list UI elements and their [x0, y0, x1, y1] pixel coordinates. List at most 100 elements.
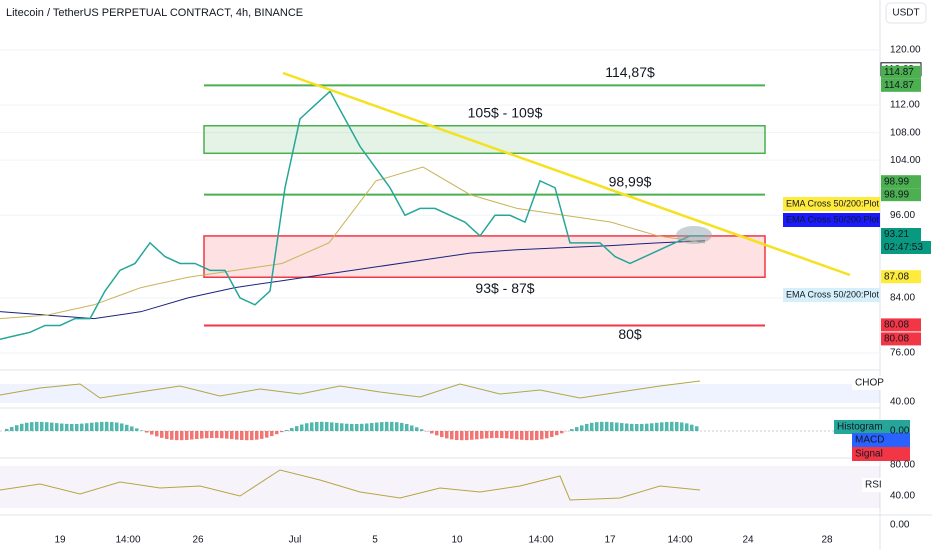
macd-bar [170, 431, 174, 440]
macd-bar [415, 427, 419, 431]
macd-bar [450, 431, 454, 440]
macd-bar [545, 431, 549, 439]
macd-bar [55, 423, 59, 431]
ema-tag [783, 213, 880, 227]
macd-bar [180, 431, 184, 441]
price-tag-label: 80.08 [884, 334, 909, 345]
macd-bar [405, 424, 409, 431]
x-tick-label: 17 [604, 535, 616, 546]
macd-bar [100, 421, 104, 431]
macd-bar [305, 423, 309, 431]
macd-bar [665, 421, 669, 431]
macd-bar [310, 422, 314, 431]
ema-tag-label: EMA Cross 50/200:Plot [786, 289, 880, 299]
currency-button[interactable] [885, 2, 927, 24]
x-tick-label: 14:00 [528, 535, 553, 546]
macd-bar [70, 423, 74, 431]
macd-bar [75, 423, 79, 431]
macd-bar [440, 431, 444, 438]
chop-band [0, 384, 880, 403]
macd-bar [150, 431, 154, 435]
price-tag-label: 98.99 [884, 176, 909, 187]
macd-bar [570, 429, 574, 431]
highlight [676, 226, 712, 244]
y-tick-label: 108.00 [890, 127, 921, 138]
macd-bar [515, 431, 519, 440]
ind-level: 0.00 [890, 520, 910, 531]
macd-bar [10, 426, 14, 431]
ema-tag [783, 288, 880, 302]
macd-bar [420, 429, 424, 431]
price-tag-label: 80.08 [884, 320, 909, 331]
macd-bar [550, 431, 554, 437]
macd-bar [330, 422, 334, 431]
macd-bar [470, 431, 474, 440]
macd-bar [625, 423, 629, 431]
level-label: 98,99$ [609, 173, 652, 189]
macd-bar [155, 431, 159, 437]
macd-bar [525, 431, 529, 441]
x-tick-label: 10 [451, 535, 463, 546]
macd-bar [135, 428, 139, 431]
macd-bar [695, 426, 699, 431]
ema50-line [0, 166, 706, 320]
macd-bar [460, 431, 464, 441]
macd-bar [60, 423, 64, 431]
macd-bar [115, 422, 119, 431]
macd-bar [300, 424, 304, 431]
macd-bar [595, 422, 599, 431]
macd-bar [650, 423, 654, 431]
macd-bar [615, 422, 619, 431]
y-tick-label: 112.00 [890, 100, 920, 111]
macd-bar [325, 421, 329, 431]
macd-bar [645, 423, 649, 431]
countdown-tag [881, 240, 931, 254]
macd-bar [490, 431, 494, 439]
macd-bar [600, 421, 604, 431]
currency[interactable]: USDT [892, 8, 919, 19]
macd-bar [120, 423, 124, 431]
macd-bar [220, 431, 224, 439]
ind-tag [834, 420, 910, 434]
macd-bar [85, 423, 89, 431]
y-tick-label: 120.00 [890, 45, 921, 56]
macd-bar [620, 423, 624, 431]
ind-tag [852, 376, 910, 390]
macd-bar [105, 421, 109, 431]
macd-bar [15, 425, 19, 431]
macd-bar [265, 431, 269, 438]
chop-line [0, 380, 701, 399]
macd-bar [685, 423, 689, 431]
ema-tag-label: EMA Cross 50/200:Plot [786, 198, 880, 208]
macd-bar [355, 423, 359, 431]
macd-bar [295, 426, 299, 431]
macd-bar [290, 427, 294, 431]
macd-bar [395, 422, 399, 431]
macd-bar [80, 423, 84, 431]
macd-bar [445, 431, 449, 439]
macd-bar [655, 422, 659, 431]
price-tag [881, 78, 921, 92]
macd-bar [90, 422, 94, 431]
macd-bar [280, 431, 284, 433]
macd-bar [485, 431, 489, 439]
macd-bar [260, 431, 264, 439]
macd-bar [145, 431, 149, 433]
level-label: 114,87$ [605, 64, 655, 80]
ind-tag [862, 478, 910, 492]
x-tick-label: 26 [192, 535, 204, 546]
macd-bar [210, 431, 214, 439]
macd-bar [165, 431, 169, 440]
macd-bar [500, 431, 504, 439]
macd-bar [350, 423, 354, 431]
x-tick-label: Jul [289, 535, 302, 546]
price-line [0, 90, 705, 340]
macd-bar [270, 431, 274, 437]
macd-bar [475, 431, 479, 440]
y-tick-label: 84.00 [890, 293, 915, 304]
macd-bar [240, 431, 244, 440]
ind-label: Signal [855, 449, 883, 460]
macd-bar [520, 431, 524, 440]
x-tick-label: 28 [821, 535, 833, 546]
macd-bar [375, 422, 379, 431]
